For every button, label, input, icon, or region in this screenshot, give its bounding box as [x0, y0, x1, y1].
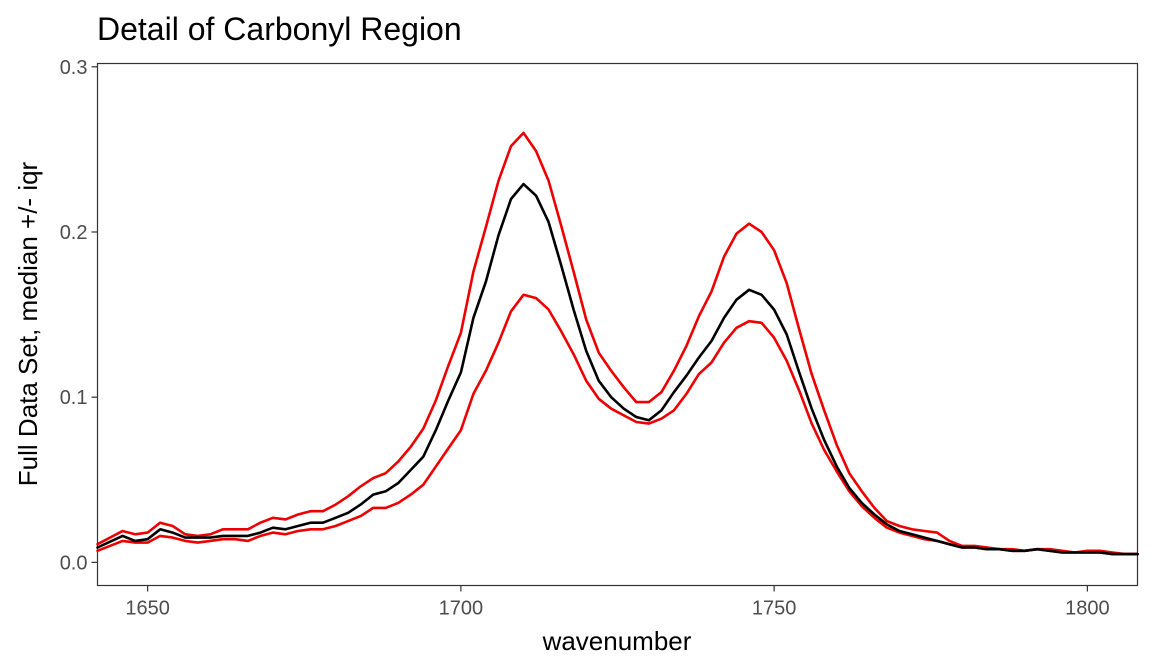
- chart-title: Detail of Carbonyl Region: [97, 11, 462, 47]
- x-axis: 1650 1700 1750 1800: [125, 585, 1110, 620]
- x-tick-label: 1700: [439, 598, 484, 620]
- y-tick-label: 0.0: [60, 552, 88, 574]
- series-line-median: [96, 182, 1139, 556]
- x-tick-label: 1800: [1065, 598, 1110, 620]
- series-layer: [96, 131, 1139, 556]
- plot-panel-border: [96, 62, 1139, 587]
- x-tick-label: 1750: [752, 598, 797, 620]
- y-axis-title: Full Data Set, median +/- iqr: [13, 161, 43, 486]
- x-tick-label: 1650: [125, 598, 170, 620]
- series-line-lower: [96, 293, 1139, 556]
- x-axis-title: wavenumber: [542, 626, 692, 656]
- series-line-upper: [96, 131, 1139, 556]
- y-tick-label: 0.3: [60, 57, 88, 79]
- y-tick-label: 0.1: [60, 387, 88, 409]
- y-axis: 0.0 0.1 0.2 0.3: [60, 57, 98, 574]
- y-tick-label: 0.2: [60, 222, 88, 244]
